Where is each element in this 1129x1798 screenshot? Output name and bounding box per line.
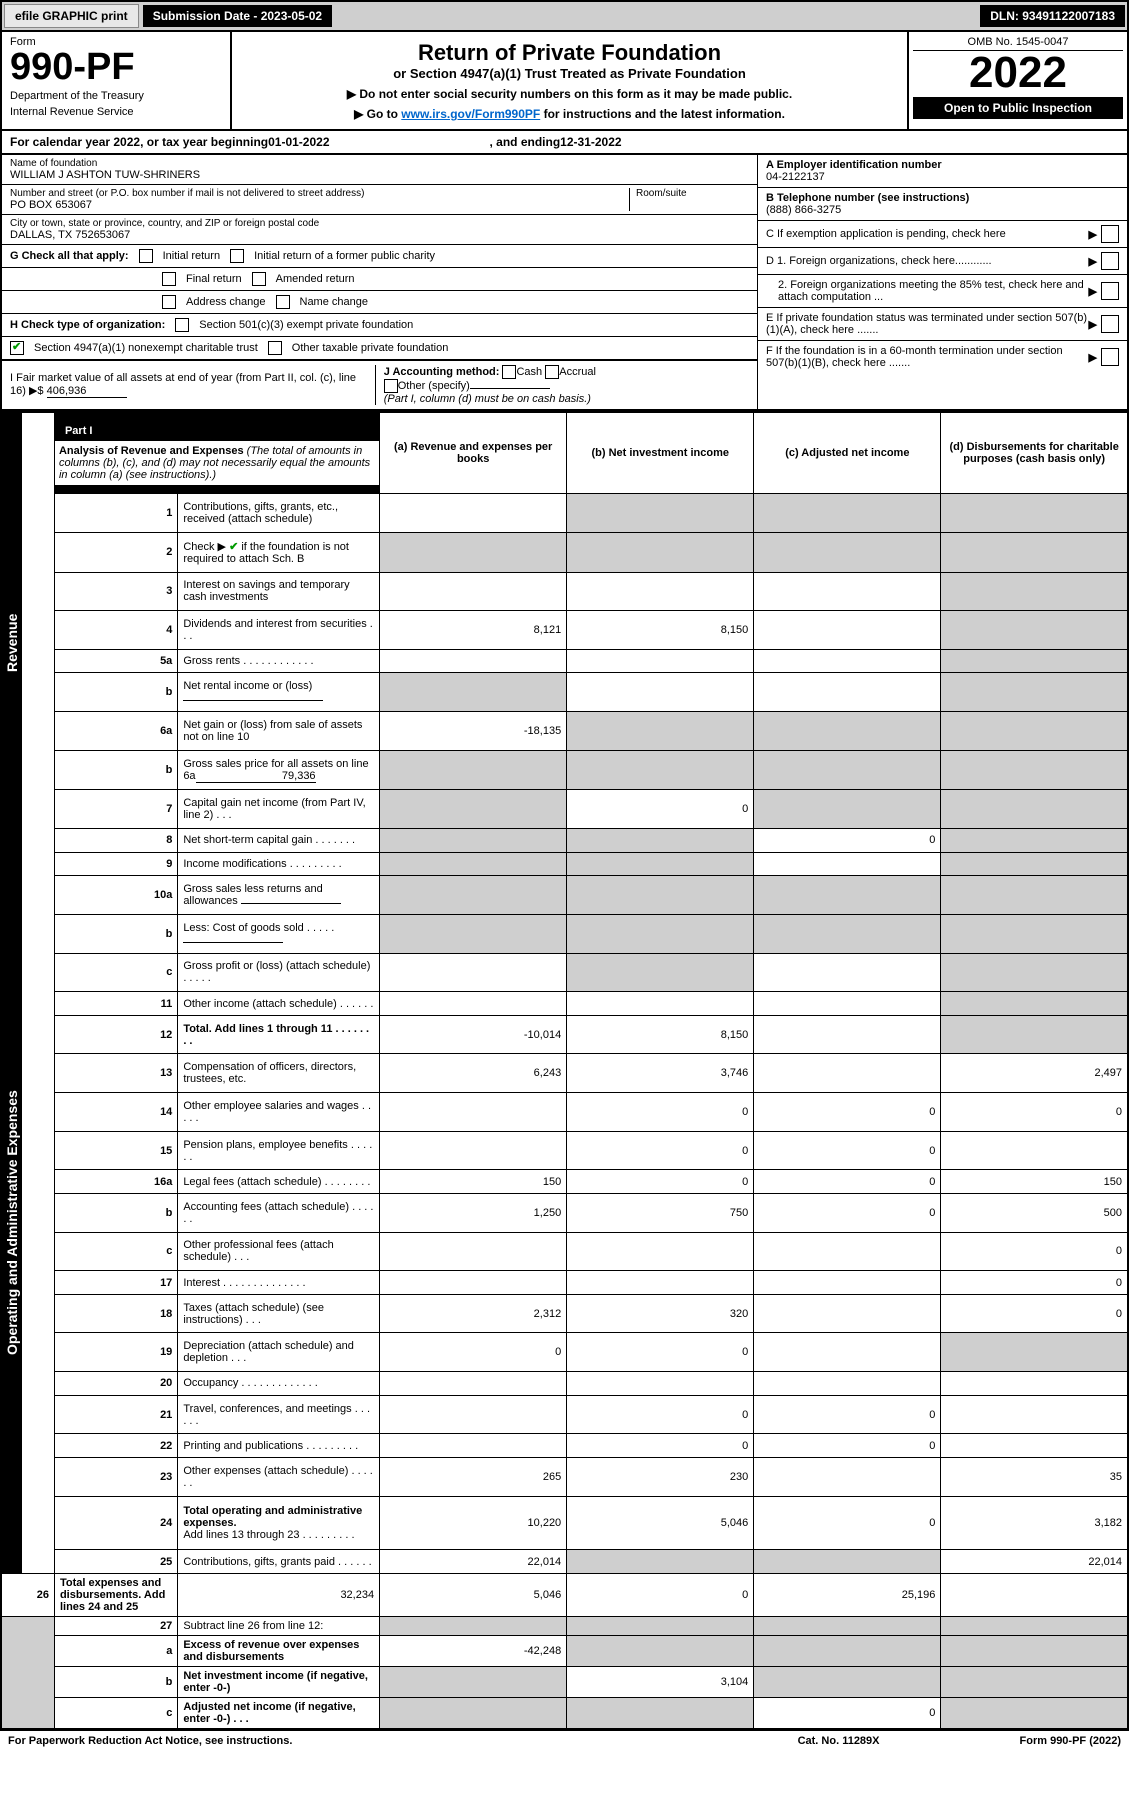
row-27: 27Subtract line 26 from line 12:	[1, 1617, 1128, 1636]
part1-hdr: Part I	[55, 421, 103, 441]
chk-501c3[interactable]	[175, 318, 189, 332]
row-4: 4Dividends and interest from securities …	[1, 611, 1128, 650]
form-ref: Form 990-PF (2022)	[1020, 1735, 1121, 1747]
title: Return of Private Foundation	[240, 40, 899, 66]
row-27b: bNet investment income (if negative, ent…	[1, 1667, 1128, 1698]
phone: (888) 866-3275	[766, 204, 841, 216]
chk-final[interactable]	[162, 272, 176, 286]
row-2: 2Check ▶ ✔ if the foundation is not requ…	[1, 532, 1128, 572]
chk-initial-former[interactable]	[230, 249, 244, 263]
submission-date: Submission Date - 2023-05-02	[143, 5, 332, 27]
g-row: G Check all that apply: Initial return I…	[2, 245, 757, 268]
chk-d1[interactable]	[1101, 252, 1119, 270]
row-17: 17Interest . . . . . . . . . . . . . .0	[1, 1271, 1128, 1295]
row-8: 8Net short-term capital gain . . . . . .…	[1, 829, 1128, 853]
row-15: 15Pension plans, employee benefits . . .…	[1, 1131, 1128, 1170]
chk-d2[interactable]	[1101, 282, 1119, 300]
col-b: (b) Net investment income	[567, 412, 754, 494]
form-link[interactable]: www.irs.gov/Form990PF	[401, 107, 540, 121]
footer: For Paperwork Reduction Act Notice, see …	[0, 1730, 1129, 1751]
side-revenue: Revenue	[2, 413, 22, 873]
efile-btn[interactable]: efile GRAPHIC print	[4, 4, 139, 28]
row-11: 11Other income (attach schedule) . . . .…	[1, 992, 1128, 1016]
form-header: Form 990-PF Department of the Treasury I…	[0, 32, 1129, 131]
row-18: 18Taxes (attach schedule) (see instructi…	[1, 1294, 1128, 1333]
calendar-year: For calendar year 2022, or tax year begi…	[0, 131, 1129, 155]
open-public: Open to Public Inspection	[913, 97, 1123, 119]
row-27a: aExcess of revenue over expenses and dis…	[1, 1636, 1128, 1667]
col-a: (a) Revenue and expenses per books	[380, 412, 567, 494]
row-6a: 6aNet gain or (loss) from sale of assets…	[1, 712, 1128, 751]
row-10a: 10aGross sales less returns and allowanc…	[1, 876, 1128, 915]
row-22: 22Printing and publications . . . . . . …	[1, 1434, 1128, 1458]
row-19: 19Depreciation (attach schedule) and dep…	[1, 1333, 1128, 1372]
row-20: 20Occupancy . . . . . . . . . . . . .	[1, 1372, 1128, 1396]
form-number: 990-PF	[10, 48, 222, 86]
chk-f[interactable]	[1101, 348, 1119, 366]
row-10c: cGross profit or (loss) (attach schedule…	[1, 953, 1128, 992]
row-7: 7Capital gain net income (from Part IV, …	[1, 790, 1128, 829]
chk-other-tax[interactable]	[268, 341, 282, 355]
row-16b: bAccounting fees (attach schedule) . . .…	[1, 1193, 1128, 1232]
chk-cash[interactable]	[502, 365, 516, 379]
irs: Internal Revenue Service	[10, 106, 222, 118]
chk-e[interactable]	[1101, 315, 1119, 333]
city-val: DALLAS, TX 752653067	[10, 229, 749, 241]
row-24: 24Total operating and administrative exp…	[1, 1496, 1128, 1550]
row-21: 21Travel, conferences, and meetings . . …	[1, 1395, 1128, 1434]
row-27c: cAdjusted net income (if negative, enter…	[1, 1698, 1128, 1730]
chk-amended[interactable]	[252, 272, 266, 286]
row-25: 25Contributions, gifts, grants paid . . …	[1, 1550, 1128, 1574]
row-5b: bNet rental income or (loss)	[1, 673, 1128, 712]
foundation-name: WILLIAM J ASHTON TUW-SHRINERS	[10, 169, 749, 181]
cat-no: Cat. No. 11289X	[798, 1735, 880, 1747]
row-3: 3Interest on savings and temporary cash …	[1, 572, 1128, 611]
instr1: ▶ Do not enter social security numbers o…	[240, 87, 899, 101]
room-lbl: Room/suite	[636, 188, 749, 199]
row-16c: cOther professional fees (attach schedul…	[1, 1232, 1128, 1271]
top-bar: efile GRAPHIC print Submission Date - 20…	[0, 0, 1129, 32]
info-section: Name of foundation WILLIAM J ASHTON TUW-…	[0, 155, 1129, 411]
city-lbl: City or town, state or province, country…	[10, 218, 749, 229]
addr-lbl: Number and street (or P.O. box number if…	[10, 188, 629, 199]
row-10b: bLess: Cost of goods sold . . . . .	[1, 915, 1128, 954]
row-5a: 5aGross rents . . . . . . . . . . . .	[1, 649, 1128, 673]
row-13: 13Compensation of officers, directors, t…	[1, 1054, 1128, 1093]
row-12: 12Total. Add lines 1 through 11 . . . . …	[1, 1015, 1128, 1054]
subtitle: or Section 4947(a)(1) Trust Treated as P…	[240, 66, 899, 81]
fmv: 406,936	[47, 385, 127, 398]
dln: DLN: 93491122007183	[980, 5, 1125, 27]
part1-table: RevenueOperating and Administrative Expe…	[0, 411, 1129, 1730]
row-9: 9Income modifications . . . . . . . . .	[1, 852, 1128, 876]
paperwork: For Paperwork Reduction Act Notice, see …	[8, 1735, 292, 1747]
dept: Department of the Treasury	[10, 90, 222, 102]
chk-address[interactable]	[162, 295, 176, 309]
tax-year: 2022	[913, 51, 1123, 95]
chk-name[interactable]	[276, 295, 290, 309]
row-16a: 16aLegal fees (attach schedule) . . . . …	[1, 1170, 1128, 1194]
col-c: (c) Adjusted net income	[754, 412, 941, 494]
row-14: 14Other employee salaries and wages . . …	[1, 1093, 1128, 1132]
row-6b: bGross sales price for all assets on lin…	[1, 750, 1128, 790]
chk-initial[interactable]	[139, 249, 153, 263]
instr2: ▶ Go to www.irs.gov/Form990PF for instru…	[240, 107, 899, 121]
row-1: 1Contributions, gifts, grants, etc., rec…	[1, 494, 1128, 533]
row-23: 23Other expenses (attach schedule) . . .…	[1, 1457, 1128, 1496]
name-lbl: Name of foundation	[10, 158, 749, 169]
row-26: 26Total expenses and disbursements. Add …	[1, 1574, 1128, 1617]
chk-c[interactable]	[1101, 225, 1119, 243]
side-expenses: Operating and Administrative Expenses	[2, 873, 22, 1573]
col-d: (d) Disbursements for charitable purpose…	[941, 412, 1128, 494]
chk-other-acct[interactable]	[384, 379, 398, 393]
h-row: H Check type of organization: Section 50…	[2, 314, 757, 337]
chk-accrual[interactable]	[545, 365, 559, 379]
addr-val: PO BOX 653067	[10, 199, 629, 211]
ein: 04-2122137	[766, 171, 825, 183]
chk-4947[interactable]: ✔	[10, 341, 24, 355]
